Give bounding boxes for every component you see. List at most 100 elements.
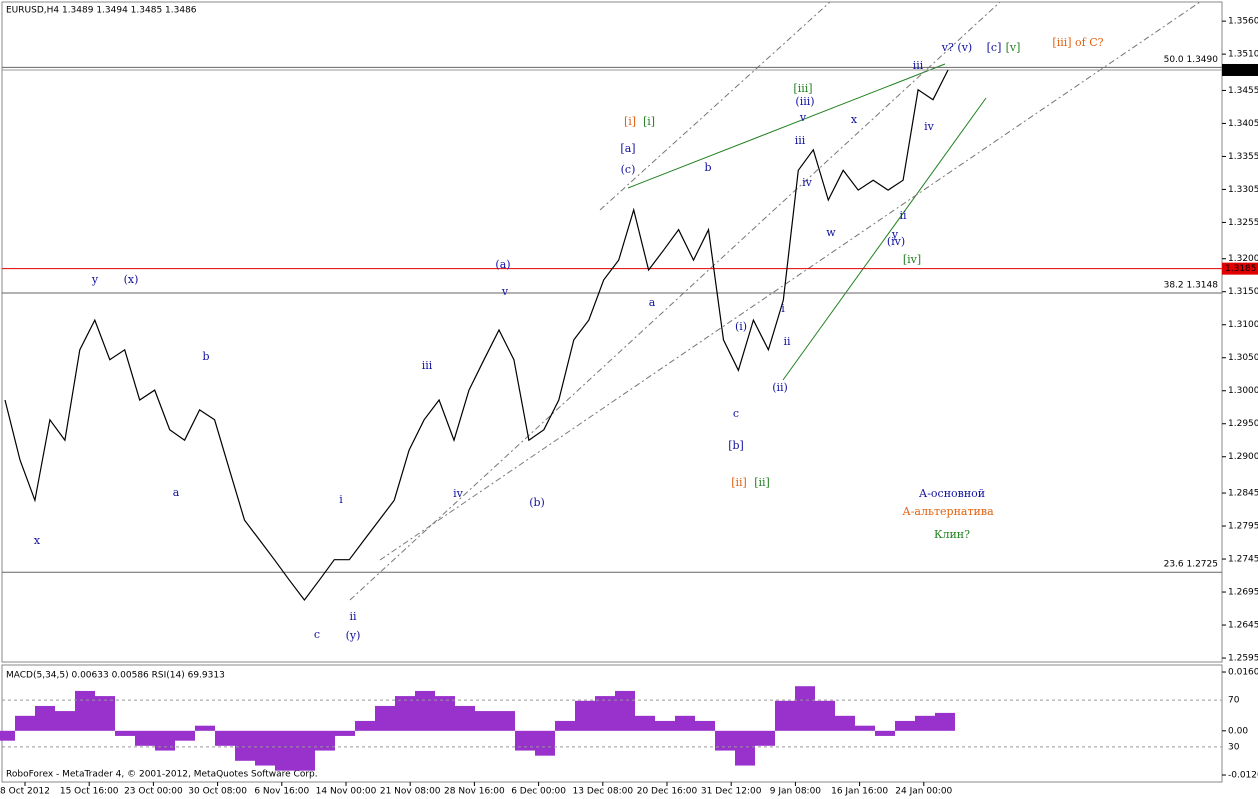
macd-bar <box>355 720 375 731</box>
trend-lines <box>349 1 1201 601</box>
x-tick-label: 16 Jan 16:00 <box>831 787 888 797</box>
wave-label: y <box>91 273 99 286</box>
macd-bar <box>755 730 775 746</box>
y-tick-label: 1.3455 <box>1228 86 1258 96</box>
macd-bar <box>415 690 435 731</box>
macd-bar <box>515 730 535 751</box>
x-tick-label: 20 Dec 16:00 <box>637 787 698 797</box>
price-pane <box>1 1 1223 663</box>
wave-label: c <box>733 407 739 420</box>
macd-bar <box>295 730 315 771</box>
macd-bar <box>735 730 755 766</box>
macd-bar <box>555 720 575 731</box>
wave-label: (c) <box>621 163 636 176</box>
wave-label: c <box>314 628 320 641</box>
wave-label: (iii) <box>795 95 814 108</box>
macd-bar <box>275 730 295 771</box>
macd-bar <box>835 715 855 731</box>
wave-label: x <box>851 113 858 126</box>
macd-bar <box>815 700 835 731</box>
x-tick-label: 21 Nov 08:00 <box>380 787 441 797</box>
wave-label: v <box>501 285 509 298</box>
wave-label: iii <box>422 359 433 372</box>
price-box <box>1222 63 1258 76</box>
price-label: 1.3486 <box>1225 65 1257 75</box>
wave-label: a <box>173 486 180 499</box>
wave-label: А-альтернатива <box>902 505 994 518</box>
wave-label: Клин? <box>934 528 970 541</box>
wave-label: iv <box>453 487 464 500</box>
wave-label: [i] <box>643 115 655 128</box>
wave-label: v? (v) <box>941 41 972 54</box>
x-tick-label: 24 Jan 00:00 <box>895 787 952 797</box>
wave-label: iii <box>795 134 806 147</box>
y-tick-label: 1.3050 <box>1228 353 1258 363</box>
wave-label: [ii] <box>754 476 770 489</box>
macd-bar <box>335 730 355 736</box>
macd-bar <box>675 715 695 731</box>
wave-label: a <box>649 296 656 309</box>
wave-label: i <box>781 302 785 315</box>
x-tick-label: 23 Oct 00:00 <box>124 787 183 797</box>
macd-bar <box>495 711 515 731</box>
wave-label: [ii] <box>731 476 747 489</box>
channel-line <box>379 1 1201 561</box>
macd-bar <box>615 690 635 731</box>
y-tick-label: 1.3255 <box>1228 218 1258 228</box>
y-tick-label: 1.2745 <box>1228 555 1258 565</box>
x-tick-label: 6 Dec 00:00 <box>511 787 566 797</box>
macd-bar <box>15 715 35 731</box>
wave-label: (y) <box>346 629 361 642</box>
y-tick-label: 1.3355 <box>1228 152 1258 162</box>
macd-bar <box>375 705 395 731</box>
wedge-line <box>782 97 987 381</box>
wave-label: x <box>34 534 41 547</box>
wave-label: ii <box>783 335 791 348</box>
macd-bar <box>135 730 155 746</box>
macd-bar <box>715 730 735 751</box>
macd-bar <box>175 730 195 741</box>
macd-bar <box>875 730 895 736</box>
wedge-line <box>627 63 946 189</box>
macd-bar <box>235 730 255 761</box>
macd-bar <box>55 711 75 731</box>
wave-label: iii <box>913 59 924 72</box>
wave-label: [v] <box>1006 41 1021 54</box>
wave-label: [c] <box>987 41 1002 54</box>
x-tick-label: 8 Oct 2012 <box>0 787 50 797</box>
y-tick-label: 1.3510 <box>1228 50 1258 60</box>
y-tick-label: 1.2595 <box>1228 654 1258 664</box>
y-tick-label: 1.2900 <box>1228 452 1258 462</box>
macd-bar <box>195 725 215 731</box>
macd-tick-label: -0.01209 <box>1228 771 1258 781</box>
macd-bar <box>795 686 815 731</box>
level-label: 1.3185 <box>1225 264 1257 274</box>
wave-label: w <box>826 226 836 239</box>
y-tick-label: 1.3100 <box>1228 320 1258 330</box>
macd-bar <box>35 705 55 731</box>
y-tick-label: 1.2695 <box>1228 588 1258 598</box>
wave-label: (iv) <box>887 235 905 248</box>
macd-bar <box>115 730 135 736</box>
macd-bar <box>595 696 615 731</box>
wave-label: [iv] <box>903 253 921 266</box>
rsi-tick-label: 70 <box>1228 696 1240 706</box>
wave-label: y <box>891 228 899 241</box>
macd-bar <box>915 715 935 731</box>
y-tick-label: 1.3305 <box>1228 185 1258 195</box>
macd-bar <box>75 690 95 731</box>
wave-label: iv <box>924 120 935 133</box>
macd-bar <box>695 720 715 731</box>
x-tick-label: 13 Dec 08:00 <box>573 787 634 797</box>
y-tick-label: 1.3200 <box>1228 254 1258 264</box>
wave-label: (i) <box>735 320 747 333</box>
x-tick-label: 31 Dec 12:00 <box>701 787 762 797</box>
x-tick-label: 6 Nov 16:00 <box>254 787 309 797</box>
wave-label: (x) <box>124 273 139 286</box>
wave-label: ii <box>899 209 907 222</box>
fibo-label: 50.0 1.3490 <box>1164 55 1219 65</box>
x-tick-label: 28 Nov 16:00 <box>444 787 505 797</box>
macd-bar <box>435 696 455 731</box>
wave-label: iv <box>802 176 813 189</box>
